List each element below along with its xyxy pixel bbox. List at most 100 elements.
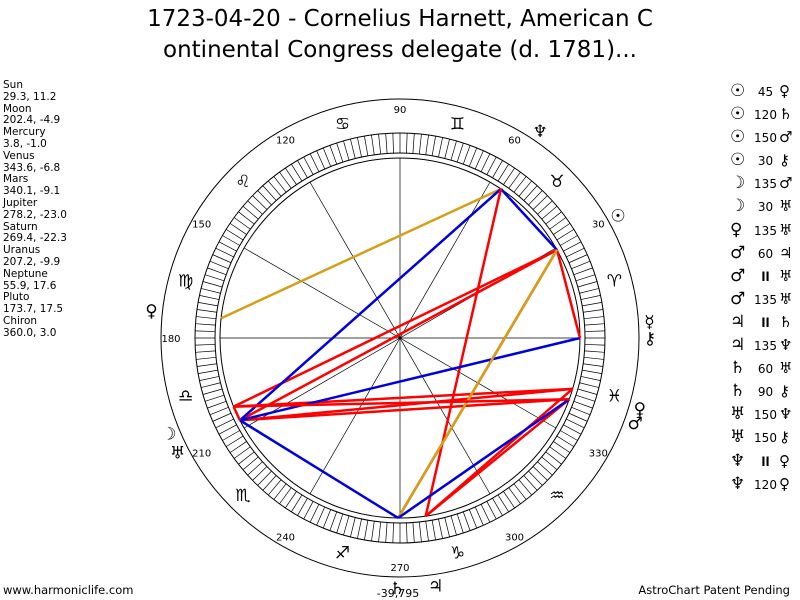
degree-tick: [545, 451, 562, 465]
degree-tick: [364, 520, 369, 540]
planet-position: 278.2, -23.0: [3, 208, 67, 221]
degree-tick: [508, 487, 521, 505]
degree-tick: [468, 147, 478, 167]
degree-tick: [556, 435, 575, 447]
planet-name: Uranus: [3, 244, 41, 257]
planet-glyph-icon: ♅: [170, 443, 185, 463]
degree-tick: [571, 406, 591, 416]
degree-tick: [450, 140, 457, 161]
degree-tick: [425, 134, 429, 155]
degree-tick: [418, 134, 422, 155]
aspect-planet-2-icon: ♄: [779, 105, 793, 124]
degree-tick: [486, 156, 497, 175]
aspect-planet-1-icon: ☽: [730, 173, 746, 194]
degree-tick: [218, 424, 237, 435]
degree-tick: [553, 223, 571, 235]
degree-tick: [571, 260, 591, 270]
aspect-line: [239, 419, 399, 520]
degree-tick: [316, 150, 326, 170]
degree-tick: [503, 167, 515, 185]
zodiac-sign-icon: ♑: [450, 543, 465, 563]
aspect-planet-2-icon: ♅: [779, 289, 793, 308]
degree-tick: [412, 133, 415, 154]
zodiac-sign-icon: ♒: [549, 486, 564, 506]
aspect-line: [397, 249, 559, 519]
aspect-planet-1-icon: ☉: [730, 104, 746, 125]
aspect-line: [424, 387, 574, 518]
planet-position-list: Sun 29.3, 11.2 Moon 202.4, -4.9 Mercury 3.8, …: [3, 79, 67, 340]
degree-tick: [537, 461, 553, 476]
degree-tick: [212, 254, 232, 264]
degree-tick: [273, 483, 287, 500]
aspect-angle: 135: [754, 223, 777, 238]
degree-tick: [357, 137, 362, 158]
degree-tick: [462, 145, 471, 165]
degree-tick: [392, 522, 394, 543]
planet-position: 269.4, -22.3: [3, 232, 67, 245]
degree-tick: [322, 147, 332, 167]
zodiac-sign-icon: ♍: [178, 272, 193, 292]
planet-name: Sun: [3, 79, 23, 91]
degree-tick: [582, 369, 602, 374]
aspect-angle: 120: [754, 477, 777, 492]
aspect-row: ☉ 45 ♀: [730, 80, 792, 103]
footer-website[interactable]: www.harmoniclife.com: [3, 583, 134, 597]
degree-label: 210: [192, 449, 211, 460]
aspect-row: ☉ 150 ♂: [730, 126, 792, 149]
degree-tick: [518, 479, 533, 496]
degree-tick: [438, 137, 443, 158]
aspect-angle: ll: [761, 454, 770, 469]
degree-tick: [336, 142, 344, 163]
degree-label: 180: [161, 334, 180, 345]
degree-tick: [233, 217, 251, 230]
degree-label: 150: [192, 220, 211, 231]
planet-position: 360.0, 3.0: [3, 326, 57, 339]
planet-position: 55.9, 17.6: [3, 279, 57, 292]
degree-tick: [492, 498, 503, 516]
degree-tick: [528, 470, 543, 486]
zodiac-sign-icon: ♊: [450, 115, 465, 135]
aspect-planet-2-icon: ♀: [779, 474, 790, 493]
aspect-line: [233, 398, 570, 408]
degree-tick: [196, 363, 217, 367]
degree-tick: [582, 302, 602, 307]
planet-glyph-icon: ☿: [644, 312, 654, 332]
degree-tick: [364, 136, 369, 156]
degree-tick: [309, 504, 320, 523]
degree-tick: [412, 522, 415, 543]
planet-glyph-icon: ☉: [610, 207, 625, 227]
bottom-readout: -39,795: [377, 587, 419, 600]
degree-tick: [523, 185, 538, 201]
aspect-angle: 30: [757, 154, 774, 169]
degree-tick: [209, 406, 229, 416]
planet-position: 340.1, -9.1: [3, 185, 61, 198]
degree-tick: [215, 418, 234, 429]
planet-position: 3.8, -1.0: [3, 137, 47, 150]
aspect-row: ♃ 135 ♆: [730, 334, 792, 357]
degree-tick: [257, 190, 272, 206]
degree-tick: [207, 267, 227, 276]
aspect-line: [499, 188, 558, 251]
degree-label: 330: [589, 449, 608, 460]
aspect-planet-2-icon: ♀: [779, 82, 790, 100]
degree-tick: [242, 205, 259, 220]
degree-tick: [229, 223, 247, 235]
aspect-planet-1-icon: ♂: [730, 288, 746, 309]
degree-tick: [549, 446, 567, 459]
aspect-planet-2-icon: ⚷: [779, 428, 790, 447]
planet-position: 29.3, 11.2: [3, 90, 57, 103]
degree-tick: [204, 394, 225, 402]
degree-tick: [553, 441, 571, 453]
aspect-row: ♂ 135 ♅: [730, 288, 792, 311]
degree-tick: [195, 323, 216, 326]
aspect-planet-1-icon: ☉: [730, 150, 746, 171]
degree-tick: [480, 153, 491, 172]
degree-tick: [406, 522, 408, 543]
degree-tick: [303, 156, 314, 175]
degree-tick: [329, 145, 338, 165]
degree-tick: [573, 267, 593, 276]
degree-tick: [195, 350, 216, 353]
degree-tick: [198, 369, 218, 374]
degree-tick: [583, 363, 604, 367]
